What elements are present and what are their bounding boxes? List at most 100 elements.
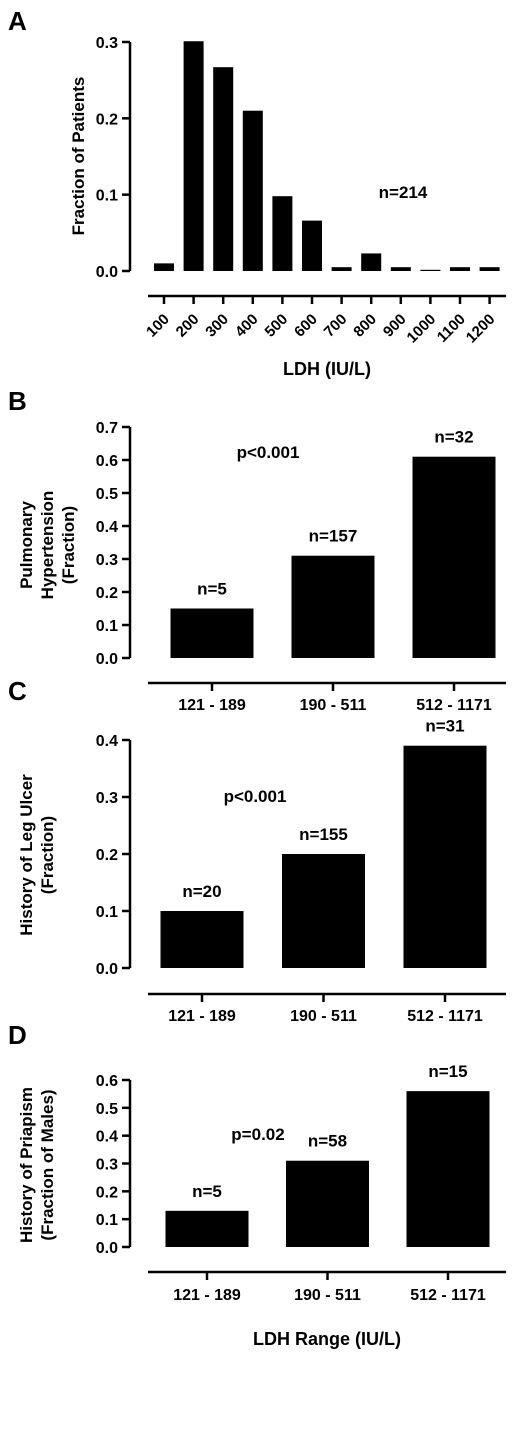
annotation: p<0.001 xyxy=(237,443,300,462)
y-axis-label: History of Priapism (Fraction of Males) xyxy=(17,1087,57,1243)
y-tick-label: 0.5 xyxy=(96,1101,118,1118)
y-tick-label: 0.0 xyxy=(96,651,118,668)
bar xyxy=(160,911,244,968)
bar-label: n=32 xyxy=(434,428,473,447)
y-tick-label: 0.5 xyxy=(96,486,118,503)
y-tick-label: 0.2 xyxy=(96,847,118,864)
bar-label: n=15 xyxy=(428,1062,467,1081)
y-tick-label: 0.6 xyxy=(96,1073,118,1090)
y-axis-label-line: (Fraction) xyxy=(38,816,57,894)
x-tick-label: 500 xyxy=(262,311,292,341)
y-axis-label: Fraction of Patients xyxy=(69,77,88,236)
y-axis-label-line: Hypertension xyxy=(38,491,57,600)
bar xyxy=(154,263,174,271)
x-tick-label: 1200 xyxy=(463,311,499,347)
y-axis-label: History of Leg Ulcer (Fraction) xyxy=(17,774,57,936)
y-tick-label: 0.0 xyxy=(96,1240,118,1257)
y-axis-label-line: History of Leg Ulcer xyxy=(17,774,36,936)
bar xyxy=(450,267,470,271)
panel-c: C 0.0 0.1 0.2 0.3 0.4 History of Leg Ulcer (Fra… xyxy=(8,676,506,1025)
y-tick-label: 0.3 xyxy=(96,35,118,52)
y-axis-label: Pulmonary Hypertension (Fraction) xyxy=(17,491,78,600)
y-axis-label-line: (Fraction of Males) xyxy=(38,1089,57,1240)
x-tick-label: 300 xyxy=(202,311,232,341)
y-tick-label: 0.3 xyxy=(96,1157,118,1174)
y-tick-label: 0.2 xyxy=(96,585,118,602)
panel-b: B 0.0 0.1 0.2 0.3 0.4 0.5 0.6 0.7 Pulmonary Hypert… xyxy=(8,386,506,714)
y-tick-label: 0.4 xyxy=(96,1129,118,1146)
x-tick-label: 121 - 189 xyxy=(178,697,246,714)
x-tick-label: 512 - 1171 xyxy=(416,697,492,714)
y-tick-label: 0.1 xyxy=(96,188,118,205)
bar xyxy=(406,1091,490,1247)
bar xyxy=(165,1210,249,1247)
y-tick-label: 0.4 xyxy=(96,519,118,536)
y-tick-label: 0.1 xyxy=(96,904,118,921)
x-tick-label: 121 - 189 xyxy=(173,1287,241,1304)
bar xyxy=(213,67,234,271)
y-axis-label-line: History of Priapism xyxy=(17,1087,36,1243)
bar-label: n=58 xyxy=(308,1132,347,1151)
bar xyxy=(291,555,375,658)
y-tick-label: 0.0 xyxy=(96,961,118,978)
x-tick-label: 400 xyxy=(232,311,262,341)
annotation: p=0.02 xyxy=(231,1125,284,1144)
y-axis-label-line: Pulmonary xyxy=(17,501,36,589)
bar xyxy=(272,196,293,271)
bar xyxy=(242,110,263,271)
bar xyxy=(403,745,487,968)
bar xyxy=(183,41,204,272)
panel-letter: A xyxy=(8,6,27,36)
bar-label: n=157 xyxy=(309,527,358,546)
x-tick-label: 190 - 511 xyxy=(290,1008,357,1025)
y-tick-label: 0.2 xyxy=(96,111,118,128)
y-axis-label-line: Fraction of Patients xyxy=(69,77,88,236)
y-tick-label: 0.4 xyxy=(96,733,118,750)
y-axis-label-line: (Fraction) xyxy=(59,506,78,584)
y-tick-label: 0.3 xyxy=(96,790,118,807)
x-tick-label: 100 xyxy=(143,311,173,341)
bar-label: n=5 xyxy=(197,580,227,599)
x-tick-label: 512 - 1171 xyxy=(410,1287,486,1304)
bar xyxy=(331,267,352,271)
y-tick-label: 0.6 xyxy=(96,453,118,470)
bar-label: n=155 xyxy=(299,825,348,844)
panel-letter: D xyxy=(8,1020,27,1050)
x-tick-label: 190 - 511 xyxy=(294,1287,361,1304)
panel-letter: B xyxy=(8,386,27,416)
bar-label: n=20 xyxy=(182,882,221,901)
x-tick-label: 512 - 1171 xyxy=(407,1008,483,1025)
y-tick-label: 0.2 xyxy=(96,1184,118,1201)
x-axis-label: LDH (IU/L) xyxy=(283,359,371,379)
x-tick-label: 800 xyxy=(350,311,380,341)
y-tick-label: 0.1 xyxy=(96,1212,118,1229)
y-tick-label: 0.1 xyxy=(96,618,118,635)
bar-label: n=5 xyxy=(192,1182,222,1201)
bar xyxy=(302,220,322,271)
annotation: p<0.001 xyxy=(224,787,287,806)
bar xyxy=(282,854,365,968)
x-axis-label: LDH Range (IU/L) xyxy=(253,1329,401,1349)
x-tick-label: 1000 xyxy=(404,311,440,347)
x-tick-label: 190 - 511 xyxy=(300,697,367,714)
bar-label: n=31 xyxy=(425,717,464,736)
panel-a: A 0.0 0.1 0.2 0.3 Fraction of Patients 100 200 3… xyxy=(8,6,506,379)
bar xyxy=(170,608,254,658)
bar xyxy=(286,1160,369,1247)
y-tick-label: 0.7 xyxy=(96,420,118,437)
x-tick-label: 121 - 189 xyxy=(168,1008,236,1025)
x-tick-label: 700 xyxy=(321,311,351,341)
panel-d: D 0.0 0.1 0.2 0.3 0.4 0.5 0.6 History of Priapis… xyxy=(8,1020,506,1349)
panel-letter: C xyxy=(8,676,27,706)
x-tick-label: 200 xyxy=(173,311,203,341)
y-tick-label: 0.0 xyxy=(96,264,118,281)
x-tick-label: 1100 xyxy=(434,311,469,346)
bar xyxy=(361,253,382,271)
x-tick-label: 600 xyxy=(291,311,321,341)
bar xyxy=(412,456,496,658)
bar xyxy=(390,267,411,271)
annotation: n=214 xyxy=(379,183,428,202)
bar xyxy=(420,269,441,271)
y-tick-label: 0.3 xyxy=(96,552,118,569)
